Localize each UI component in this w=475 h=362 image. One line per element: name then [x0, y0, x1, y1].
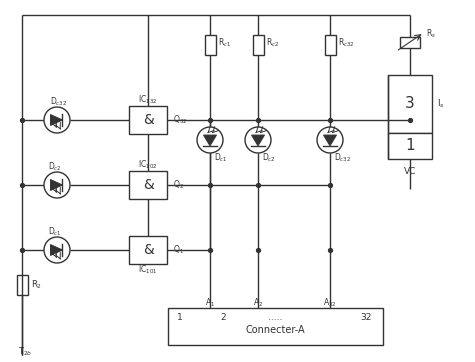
Text: A$_1$: A$_1$ [205, 297, 215, 309]
Text: I$_s$: I$_s$ [437, 98, 445, 110]
Circle shape [317, 127, 343, 153]
Polygon shape [203, 135, 217, 146]
Text: Connecter-A: Connecter-A [246, 325, 305, 335]
Text: D$_{c1}$: D$_{c1}$ [48, 226, 62, 238]
Bar [129, 236, 167, 264]
Text: R$_s$: R$_s$ [426, 28, 436, 40]
Text: A$_2$: A$_2$ [253, 297, 263, 309]
Text: D$_{c1}$: D$_{c1}$ [214, 152, 228, 164]
Bar [129, 171, 167, 199]
Text: D$_{c32}$: D$_{c32}$ [50, 96, 67, 108]
Text: R$_{c32}$: R$_{c32}$ [338, 37, 355, 49]
Bar [205, 35, 216, 55]
Text: &: & [142, 243, 153, 257]
Bar [388, 133, 432, 159]
Polygon shape [50, 245, 62, 256]
Text: 32: 32 [361, 313, 371, 323]
Text: Q$_1$: Q$_1$ [173, 244, 184, 256]
Text: 1: 1 [177, 313, 183, 323]
Polygon shape [251, 135, 265, 146]
Circle shape [245, 127, 271, 153]
Text: VC: VC [404, 167, 416, 176]
Text: D$_{c2}$: D$_{c2}$ [48, 161, 62, 173]
Bar [168, 308, 383, 345]
Text: IC$_{101}$: IC$_{101}$ [138, 264, 158, 276]
Polygon shape [50, 180, 62, 190]
Text: 1: 1 [405, 139, 415, 153]
Bar [400, 37, 420, 47]
Bar [253, 35, 264, 55]
Polygon shape [323, 135, 336, 146]
Circle shape [44, 107, 70, 133]
Text: A$_{32}$: A$_{32}$ [323, 297, 337, 309]
Text: IC$_{132}$: IC$_{132}$ [138, 94, 158, 106]
Bar [388, 75, 432, 133]
Text: 2: 2 [220, 313, 226, 323]
Text: R$_{c2}$: R$_{c2}$ [266, 37, 279, 49]
Bar [17, 275, 28, 295]
Bar [129, 106, 167, 134]
Bar [324, 35, 335, 55]
Circle shape [197, 127, 223, 153]
Text: &: & [142, 113, 153, 127]
Circle shape [44, 237, 70, 263]
Text: IC$_{102}$: IC$_{102}$ [138, 159, 158, 171]
Circle shape [44, 172, 70, 198]
Text: Q$_2$: Q$_2$ [173, 179, 184, 191]
Text: R$_2$: R$_2$ [31, 279, 42, 291]
Text: .....: ..... [268, 313, 282, 323]
Text: D$_{c32}$: D$_{c32}$ [334, 152, 351, 164]
Text: 3: 3 [405, 97, 415, 111]
Text: T$_{2b}$: T$_{2b}$ [18, 346, 32, 358]
Text: Q$_{32}$: Q$_{32}$ [173, 114, 187, 126]
Text: &: & [142, 178, 153, 192]
Text: D$_{c2}$: D$_{c2}$ [262, 152, 276, 164]
Polygon shape [50, 114, 62, 126]
Text: R$_{c1}$: R$_{c1}$ [218, 37, 231, 49]
